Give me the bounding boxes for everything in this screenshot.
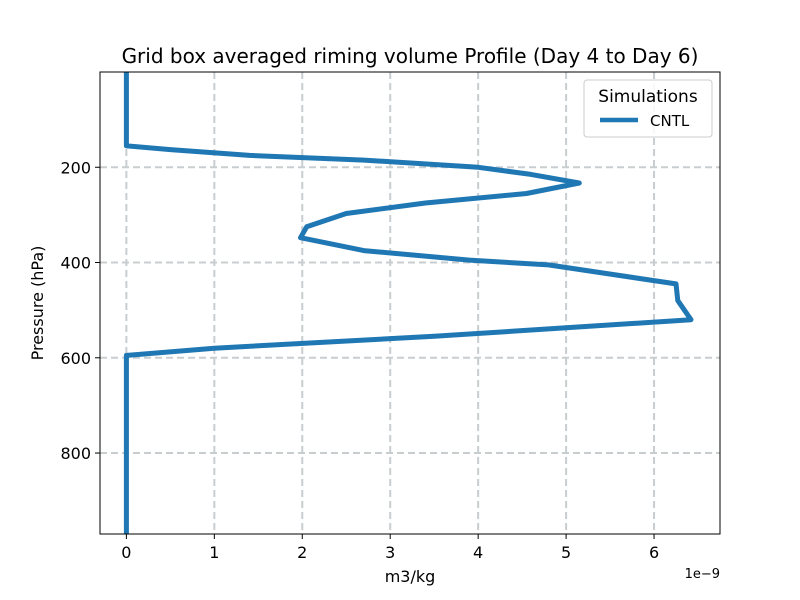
y-axis-label: Pressure (hPa) [28,246,47,361]
y-tick-label: 400 [60,254,91,273]
grid-lines [100,72,720,534]
x-axis-label: m3/kg [385,567,436,586]
x-axis-offset-label: 1e−9 [685,567,720,582]
series-line-cntl [123,72,694,534]
x-tick-label: 3 [385,543,395,562]
y-axis-ticks: 200 400 600 800 [60,158,100,463]
legend-title: Simulations [598,87,698,107]
y-tick-label: 200 [60,158,91,177]
legend: Simulations CNTL [583,79,713,138]
chart-title: Grid box averaged riming volume Profile … [122,44,699,68]
x-tick-label: 4 [473,543,483,562]
x-axis-ticks: 0 1 2 3 4 5 6 [121,534,659,562]
y-tick-label: 800 [60,444,91,463]
x-tick-label: 6 [649,543,659,562]
series-layer [123,72,694,534]
y-tick-label: 600 [60,349,91,368]
x-tick-label: 1 [209,543,219,562]
legend-box [583,79,713,138]
plot-frame [99,71,721,535]
x-tick-label: 2 [297,543,307,562]
legend-label-cntl: CNTL [650,112,690,130]
x-tick-label: 0 [121,543,131,562]
x-tick-label: 5 [561,543,571,562]
